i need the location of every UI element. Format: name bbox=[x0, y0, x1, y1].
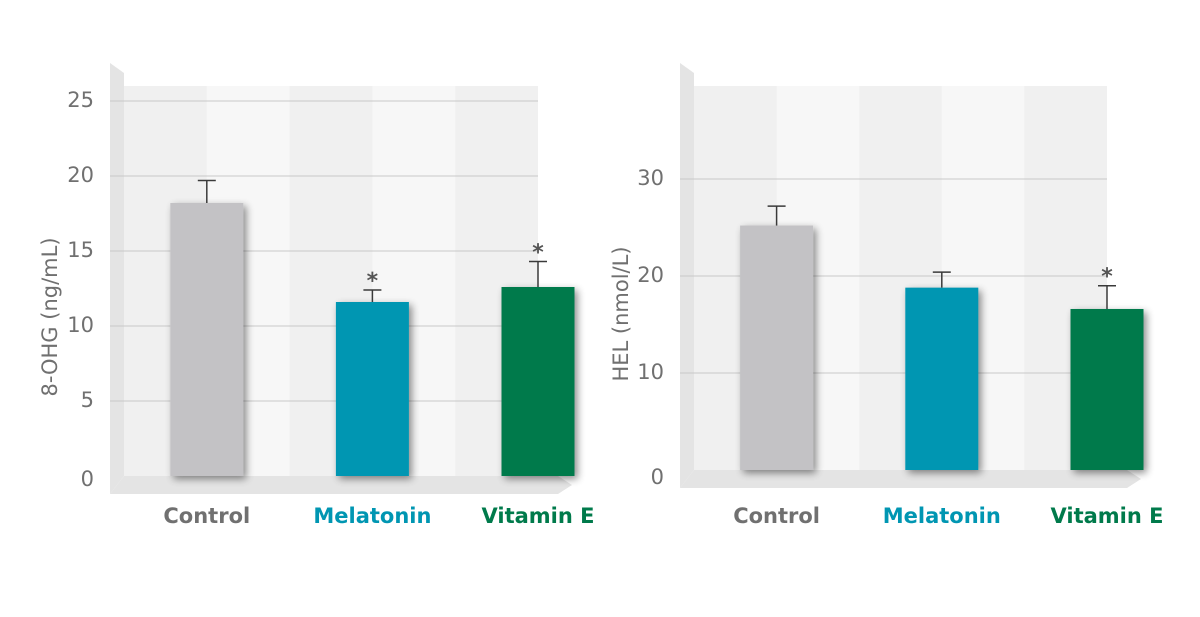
y-tick-label: 5 bbox=[81, 388, 94, 412]
y-axis-label: 8-OHG (ng/mL) bbox=[38, 237, 62, 396]
floor bbox=[110, 476, 572, 494]
floor bbox=[680, 470, 1141, 488]
significance-marker: * bbox=[532, 241, 544, 266]
y-tick-label: 0 bbox=[651, 465, 664, 489]
bar-melatonin bbox=[905, 287, 979, 470]
bar-control bbox=[170, 203, 244, 476]
chart-8ohg: 0 5 10 15 20 25 8-OHG (ng/mL) Control * Melatonin… bbox=[38, 63, 594, 528]
category-label: Vitamin E bbox=[1051, 504, 1164, 528]
y-tick-label: 25 bbox=[67, 88, 94, 112]
significance-marker: * bbox=[1101, 265, 1113, 290]
y-tick-label: 20 bbox=[67, 163, 94, 187]
y-tick-label: 10 bbox=[637, 360, 664, 384]
significance-marker: * bbox=[367, 269, 379, 294]
category-label: Control bbox=[733, 504, 820, 528]
category-label: Control bbox=[163, 504, 250, 528]
y-tick-label: 15 bbox=[67, 238, 94, 262]
category-label: Melatonin bbox=[883, 504, 1001, 528]
y-axis-label: HEL (nmol/L) bbox=[609, 246, 633, 381]
y-tick-label: 0 bbox=[81, 467, 94, 491]
y-tick-label: 30 bbox=[637, 166, 664, 190]
category-label: Melatonin bbox=[313, 504, 431, 528]
bar-vitamin-e bbox=[501, 287, 575, 476]
y-tick-label: 20 bbox=[637, 263, 664, 287]
bar-control bbox=[740, 225, 814, 470]
category-label: Vitamin E bbox=[482, 504, 595, 528]
y-tick-label: 10 bbox=[67, 313, 94, 337]
bar-melatonin bbox=[335, 302, 409, 476]
side-wall bbox=[110, 63, 124, 494]
chart-hel: 0 10 20 30 HEL (nmol/L) Control Melatonin * Vita… bbox=[609, 63, 1163, 528]
bar-vitamin-e bbox=[1070, 308, 1144, 470]
